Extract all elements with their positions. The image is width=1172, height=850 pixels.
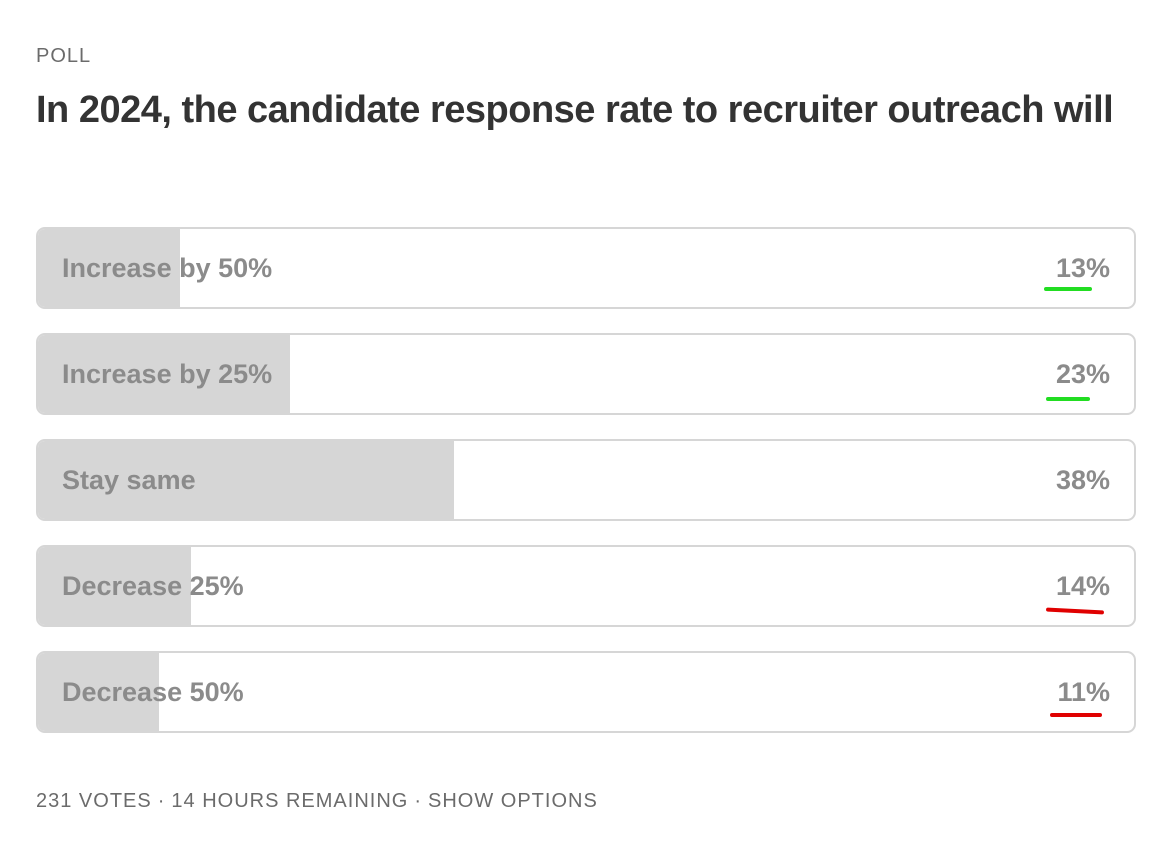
poll-option-fill (38, 653, 159, 731)
poll-option-decrease-50[interactable]: Decrease 50% 11% (36, 651, 1136, 733)
poll-option-label: Increase by 25% (62, 359, 273, 389)
green-underline-mark (1044, 287, 1092, 291)
separator-dot: · (414, 790, 422, 812)
poll-option-increase-25[interactable]: Increase by 25% 23% (36, 333, 1136, 415)
red-underline-mark (1050, 713, 1102, 717)
show-options-link[interactable]: SHOW OPTIONS (428, 790, 598, 812)
poll-option-percent: 11% (1057, 677, 1110, 707)
poll-option-label: Increase by 50% (62, 253, 273, 283)
poll-option-percent: 13% (1055, 253, 1110, 283)
poll-option-increase-50[interactable]: Increase by 50% 13% (36, 227, 1136, 309)
poll-option-label: Decrease 25% (62, 571, 244, 601)
poll-option-fill (38, 335, 291, 413)
poll-option-fill (38, 229, 181, 307)
green-underline-mark (1046, 397, 1090, 401)
poll-option-fill (38, 547, 192, 625)
poll-option-percent: 23% (1055, 359, 1110, 389)
poll-options: Increase by 50% 13% Increase by 25% 23% … (36, 227, 1136, 757)
poll-question: In 2024, the candidate response rate to … (36, 89, 1114, 131)
poll-footer: 231 VOTES · 14 HOURS REMAINING · SHOW OPTION… (36, 790, 598, 813)
poll-option-fill (38, 441, 455, 519)
time-remaining: 14 HOURS REMAINING (171, 790, 409, 812)
poll-option-decrease-25[interactable]: Decrease 25% 14% (36, 545, 1136, 627)
poll-option-percent: 38% (1055, 465, 1110, 495)
separator-dot: · (157, 790, 166, 812)
poll-label: POLL (36, 45, 92, 67)
poll-option-stay-same[interactable]: Stay same 38% (36, 439, 1136, 521)
vote-count: 231 VOTES (36, 790, 152, 812)
poll-option-percent: 14% (1055, 571, 1110, 601)
poll-option-label: Decrease 50% (62, 677, 244, 707)
poll-option-label: Stay same (62, 465, 196, 495)
